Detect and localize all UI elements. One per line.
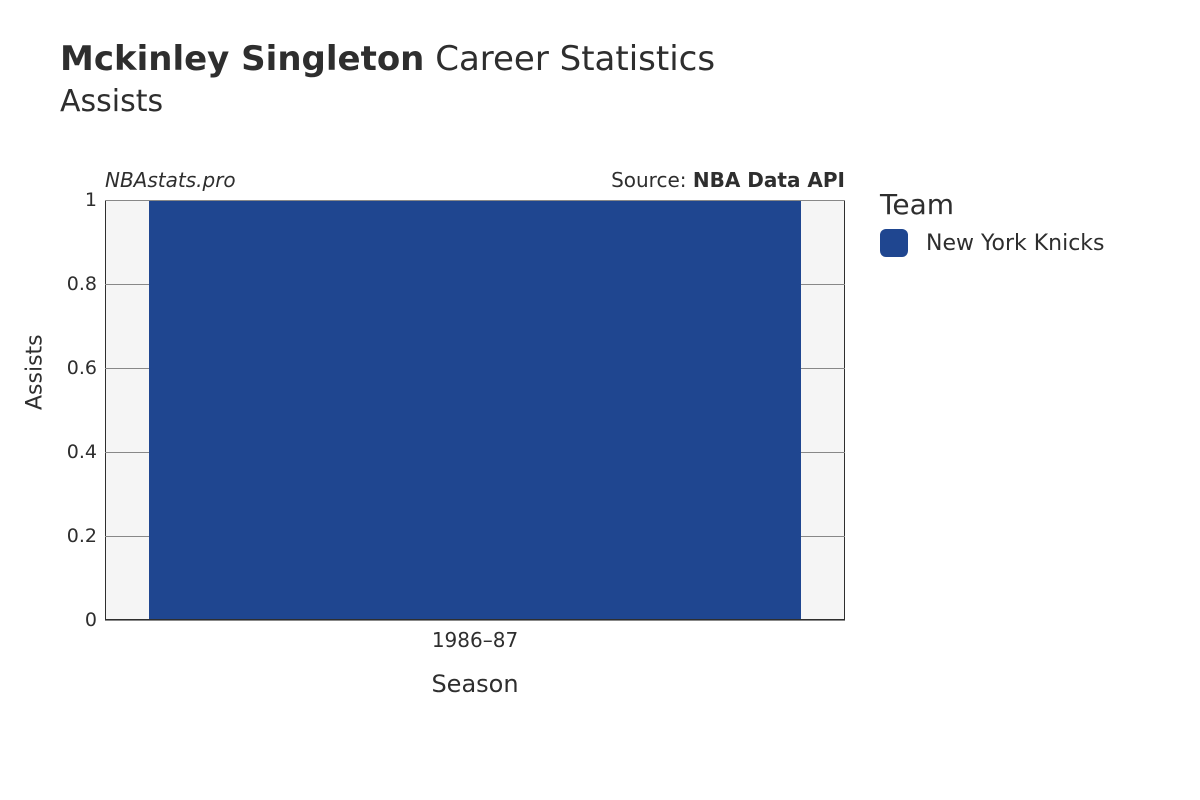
- chart-subtitle: Assists: [60, 84, 715, 119]
- y-tick-label: 0: [85, 609, 97, 631]
- title-block: Mckinley Singleton Career Statistics Ass…: [60, 38, 715, 119]
- source-prefix: Source:: [611, 168, 693, 192]
- title-suffix: Career Statistics: [424, 39, 715, 79]
- y-tick-label: 0.2: [67, 525, 97, 547]
- y-tick-label: 0.8: [67, 273, 97, 295]
- y-tick-label: 0.4: [67, 441, 97, 463]
- y-axis-label: Assists: [23, 334, 48, 410]
- chart-area: NBAstats.pro Source: NBA Data API Assist…: [105, 200, 845, 620]
- bar: [149, 201, 800, 619]
- chart-title: Mckinley Singleton Career Statistics: [60, 38, 715, 80]
- axis-spine-right: [844, 200, 845, 620]
- y-tick-label: 0.6: [67, 357, 97, 379]
- title-name: Mckinley Singleton: [60, 39, 424, 79]
- attribution-source: Source: NBA Data API: [611, 168, 845, 192]
- chart-page: Mckinley Singleton Career Statistics Ass…: [0, 0, 1200, 800]
- x-tick-label: 1986–87: [432, 628, 518, 652]
- y-tick-label: 1: [85, 189, 97, 211]
- legend-title: Team: [880, 188, 1105, 221]
- grid-line: [105, 620, 845, 621]
- plot-area: [105, 200, 845, 620]
- legend-items: New York Knicks: [880, 229, 1105, 257]
- x-axis-label: Season: [431, 670, 518, 698]
- legend-swatch: [880, 229, 908, 257]
- source-name: NBA Data API: [693, 168, 845, 192]
- attribution-site: NBAstats.pro: [105, 168, 236, 192]
- legend: Team New York Knicks: [880, 188, 1105, 257]
- axis-spine-left: [105, 200, 106, 620]
- legend-item: New York Knicks: [880, 229, 1105, 257]
- legend-item-label: New York Knicks: [926, 231, 1105, 256]
